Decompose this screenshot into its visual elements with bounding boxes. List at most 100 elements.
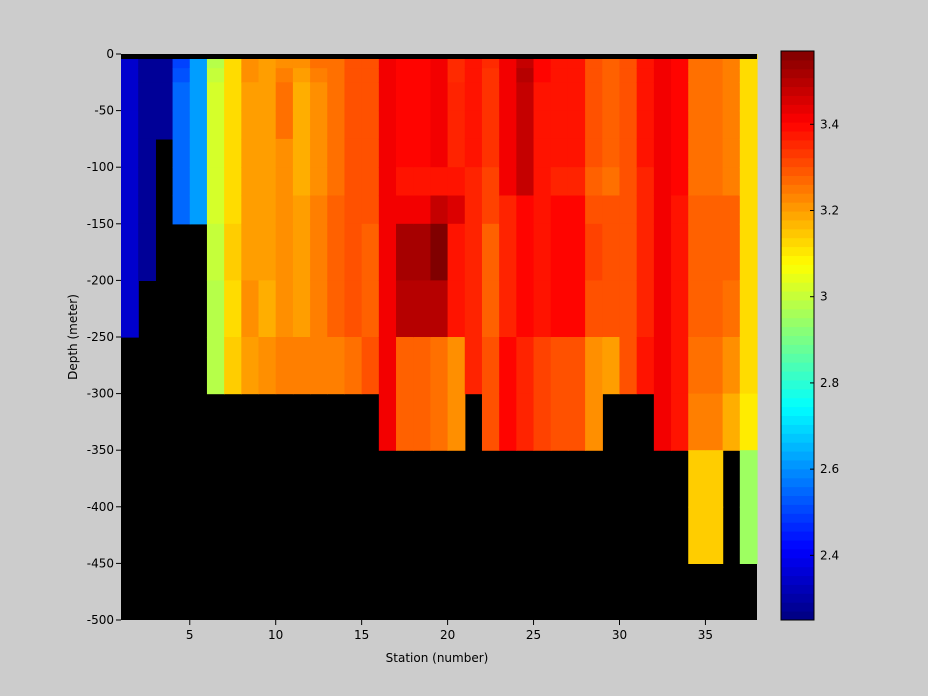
heatmap-cell [121,223,139,281]
heatmap-cell [327,337,346,395]
x-tick-label: 20 [440,628,455,642]
heatmap-cell [688,82,707,112]
heatmap-cell [310,167,328,197]
heatmap-cell [378,138,397,168]
colorbar-segment [781,326,814,336]
heatmap-cell [516,280,535,338]
heatmap-cell [378,82,397,112]
heatmap-cell [206,82,225,112]
heatmap-cell [722,138,741,168]
heatmap-cell [671,82,689,112]
y-tick-label: -200 [87,273,114,287]
heatmap-cell [327,195,346,225]
heatmap-cell [138,195,156,225]
colorbar-segment [781,51,814,61]
heatmap-cell [602,167,621,197]
heatmap-cell [378,110,397,140]
colorbar-segment [781,379,814,390]
heatmap-cell [671,138,689,168]
heatmap-cell [413,195,432,225]
heatmap-cell [585,138,603,168]
heatmap-cell [499,223,517,281]
colorbar-segment [781,219,814,230]
colorbar-segment [781,335,814,345]
heatmap-cell [688,68,707,83]
colorbar-segment [781,184,814,194]
heatmap-cell [481,337,500,395]
heatmap-cell [739,450,758,508]
heatmap-cell [739,393,758,451]
heatmap-cell [413,337,432,395]
heatmap-cell [155,110,174,140]
heatmap-cell [585,223,603,281]
heatmap-cell [653,337,672,395]
heatmap-cell [361,223,380,281]
heatmap-cell [430,337,449,395]
heatmap-cell [739,223,758,281]
colorbar-segment [781,211,814,221]
heatmap-cell [619,68,638,83]
colorbar-segment [781,468,814,479]
heatmap-cell [396,68,414,83]
heatmap-cell [464,280,483,338]
heatmap-cell [121,82,139,112]
heatmap-cell [499,337,517,395]
heatmap-cell [241,167,260,197]
heatmap-cell [361,82,380,112]
heatmap-cell [550,68,569,83]
heatmap-cell [619,82,638,112]
heatmap-cell [413,82,432,112]
colorbar-segment [781,264,814,274]
heatmap-cell [550,393,569,451]
heatmap-cell [224,68,242,83]
heatmap-cell [464,337,483,395]
heatmap-cell [258,68,277,83]
heatmap-cell [499,138,517,168]
heatmap-cell [533,195,552,225]
y-tick-label: -250 [87,330,114,344]
heatmap-cell [481,195,500,225]
heatmap-cell [550,337,569,395]
heatmap-cell [275,337,294,395]
heatmap-cell [430,280,449,338]
heatmap-cell [722,167,741,197]
heatmap-cell [602,337,621,395]
heatmap-cell [344,337,363,395]
heatmap-cell [464,82,483,112]
heatmap-cell [585,68,603,83]
heatmap-cell [499,167,517,197]
heatmap-cell [533,110,552,140]
heatmap-cell [567,138,586,168]
heatmap-cell [585,280,603,338]
heatmap-cell [292,167,311,197]
colorbar-segment [781,273,814,283]
heatmap-cell [722,68,741,83]
colorbar-segment [781,477,814,488]
colorbar-segment [781,291,814,301]
heatmap-cell [533,337,552,395]
heatmap-cell [189,82,208,112]
heatmap-cell [413,167,432,197]
heatmap-cell [121,68,139,83]
heatmap-cell [550,223,569,281]
heatmap-cell [636,110,655,140]
heatmap-cell [206,280,225,338]
heatmap-cell [550,195,569,225]
heatmap-cell [636,337,655,395]
heatmap-cell [671,195,689,225]
y-tick-label: -350 [87,443,114,457]
heatmap-cell [292,195,311,225]
heatmap-cell [688,167,707,197]
heatmap-cell [292,138,311,168]
heatmap-cell [241,223,260,281]
heatmap-cell [722,393,741,451]
heatmap-cell [671,110,689,140]
x-tick-label: 30 [612,628,627,642]
x-tick-label: 10 [268,628,283,642]
colorbar-segment [781,513,814,523]
heatmap-cell [189,167,208,197]
heatmap-cell [567,195,586,225]
heatmap-cell [533,280,552,338]
colorbar-segment [781,344,814,354]
heatmap-cell [585,195,603,225]
